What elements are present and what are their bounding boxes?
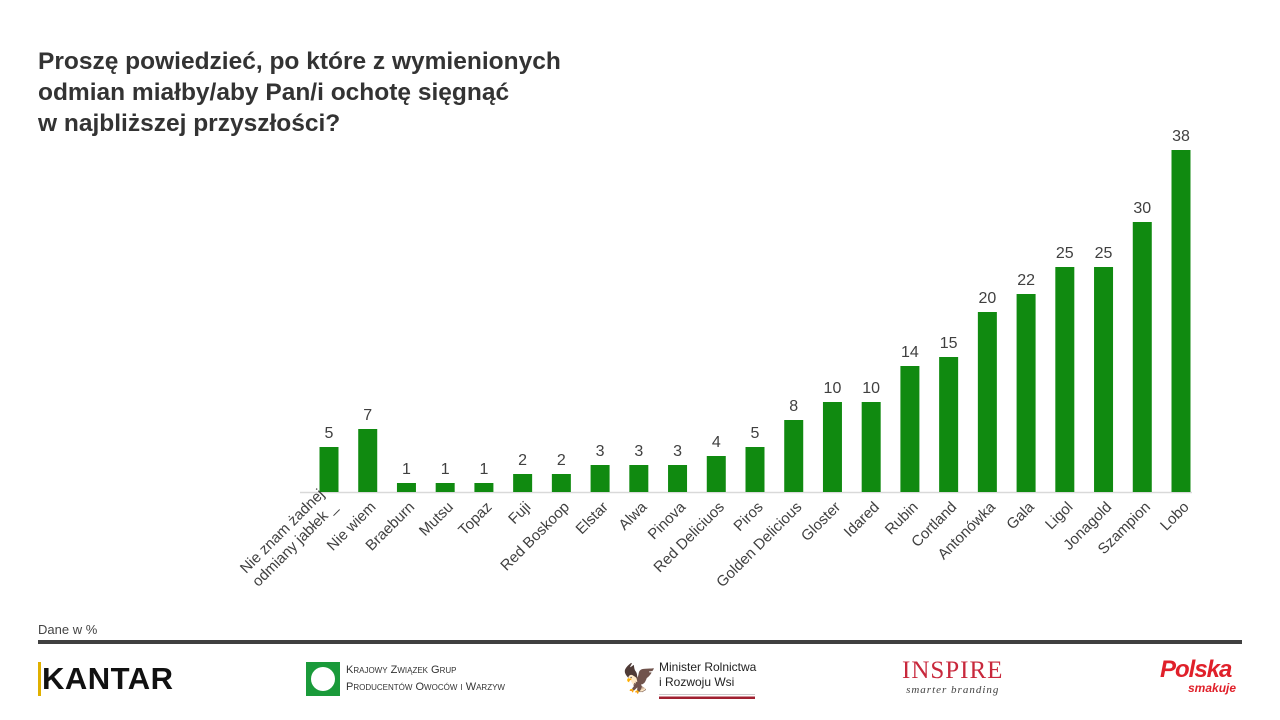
inspire-logo: INSPIRE smarter branding <box>902 657 1004 697</box>
data-label: 14 <box>901 344 919 361</box>
chart-title: Proszę powiedzieć, po które z wymieniony… <box>38 48 561 137</box>
data-label: 3 <box>596 443 605 460</box>
bar <box>396 483 416 492</box>
data-label: 2 <box>557 452 566 469</box>
data-label: 5 <box>325 425 334 442</box>
data-label: 38 <box>1172 128 1190 145</box>
category-label: Topaz <box>455 499 495 539</box>
data-label: 5 <box>751 425 760 442</box>
inspire-tagline: smarter branding <box>906 684 1000 696</box>
category-label: Lobo <box>1157 499 1193 535</box>
category-label: Elstar <box>573 499 612 538</box>
kantar-logo: KANTAR <box>38 662 174 696</box>
ministry-line-1: Minister Rolnictwa <box>659 660 757 674</box>
bar <box>629 465 649 492</box>
kzgp-mark-icon <box>306 662 340 696</box>
bar <box>900 366 920 492</box>
category-label-line: Topaz <box>455 499 495 539</box>
data-label: 25 <box>1056 245 1074 262</box>
bar <box>939 357 959 492</box>
category-label-line: Gala <box>1003 498 1038 533</box>
category-label-line: Ligol <box>1042 499 1076 533</box>
bar <box>1055 267 1075 492</box>
bar <box>1132 222 1152 492</box>
kzgp-logo: Krajowy Związek Grup Producentów Owoców i… <box>306 662 505 696</box>
category-label: Fuji <box>505 499 534 528</box>
category-label-line: Fuji <box>505 499 534 528</box>
category-label: Red Boskoop <box>497 499 573 575</box>
bar <box>822 402 842 492</box>
data-label: 25 <box>1095 245 1113 262</box>
category-label: Ligol <box>1042 499 1076 533</box>
data-label: 4 <box>712 434 721 451</box>
data-label: 2 <box>518 452 527 469</box>
bar <box>435 483 455 492</box>
bar <box>590 465 610 492</box>
ministry-line-2: i Rozwoju Wsi <box>659 675 735 689</box>
bar <box>745 447 765 492</box>
bar <box>319 447 339 492</box>
data-label: 30 <box>1133 200 1151 217</box>
smakuje-word: smakuje <box>1188 681 1237 695</box>
category-label: Gloster <box>798 499 844 545</box>
ministry-logo: 🦅 Minister Rolnictwa i Rozwoju Wsi <box>622 660 756 699</box>
polska-word: Polska <box>1160 656 1232 683</box>
category-label-line: Mutsu <box>416 499 457 540</box>
bar <box>706 456 726 492</box>
bar <box>513 474 533 492</box>
category-label: Alwa <box>615 498 650 533</box>
data-label: 1 <box>479 461 488 478</box>
bar <box>474 483 494 492</box>
bar <box>861 402 881 492</box>
data-note: Dane w % <box>38 622 98 637</box>
category-label: Gala <box>1003 498 1038 533</box>
data-label: 10 <box>862 380 880 397</box>
eagle-emblem-icon: 🦅 <box>622 663 657 694</box>
data-label: 7 <box>363 407 372 424</box>
data-label: 10 <box>824 380 842 397</box>
category-label-line: Lobo <box>1157 499 1193 535</box>
footer-divider <box>38 640 1242 644</box>
data-label: 15 <box>940 335 958 352</box>
data-label: 3 <box>634 443 643 460</box>
bar <box>551 474 571 492</box>
category-label-line: Red Boskoop <box>497 499 573 575</box>
kzgp-line-2: Producentów Owoców i Warzyw <box>346 681 505 693</box>
category-label-line: Idared <box>841 499 883 541</box>
bar <box>1171 150 1191 492</box>
bar <box>668 465 688 492</box>
inspire-name: INSPIRE <box>902 657 1004 684</box>
bar <box>1016 294 1036 492</box>
bar <box>977 312 997 492</box>
category-label-line: Gloster <box>798 499 844 545</box>
flag-stripe <box>659 694 755 699</box>
category-label-line: Elstar <box>573 499 612 538</box>
polska-smakuje-logo: Polska smakuje <box>1160 656 1237 695</box>
data-label: 3 <box>673 443 682 460</box>
bar <box>358 429 378 492</box>
data-label: 1 <box>441 461 450 478</box>
kzgp-line-1: Krajowy Związek Grup <box>346 664 457 676</box>
data-label: 20 <box>978 290 996 307</box>
category-label: Idared <box>841 499 883 541</box>
category-label-line: Alwa <box>615 498 650 533</box>
data-label: 8 <box>789 398 798 415</box>
category-label: Nie znam żadnejodmiany jabłek _ <box>236 485 341 590</box>
bar <box>784 420 804 492</box>
data-label: 1 <box>402 461 411 478</box>
bar <box>1094 267 1114 492</box>
category-label: Mutsu <box>416 499 457 540</box>
data-label: 22 <box>1017 272 1035 289</box>
